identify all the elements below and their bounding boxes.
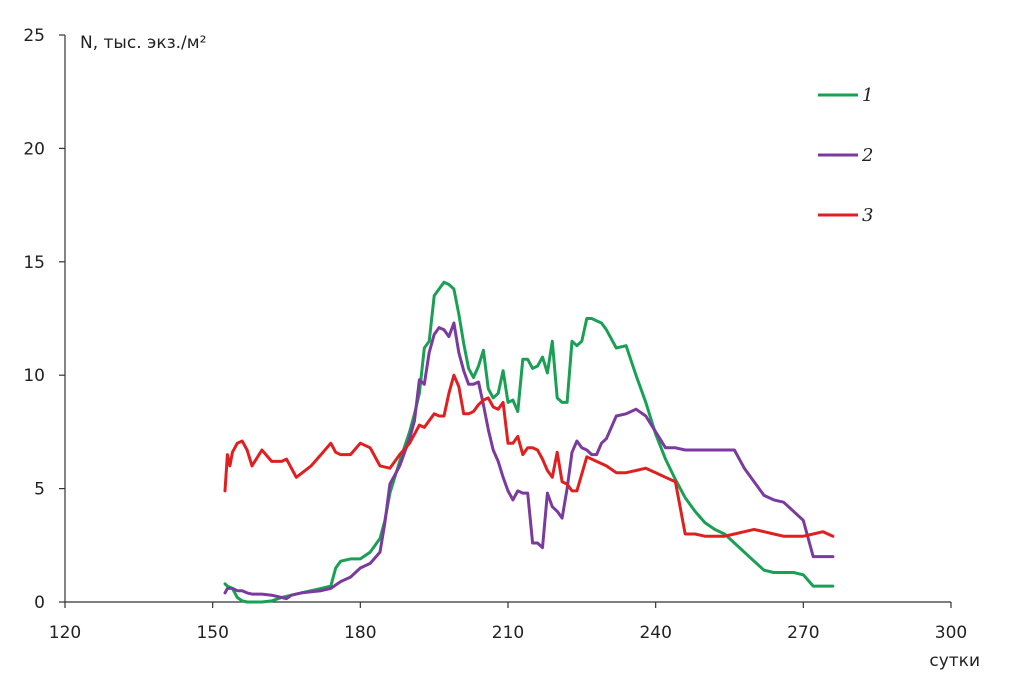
x-tick-label: 120 (49, 623, 81, 643)
x-axis-title: сутки (929, 651, 980, 671)
y-tick-label: 20 (23, 139, 45, 159)
x-tick-label: 300 (935, 623, 967, 643)
x-tick-label: 240 (639, 623, 671, 643)
y-tick-label: 25 (23, 26, 45, 46)
series-2-line (223, 321, 835, 601)
legend: 1 2 3 (818, 85, 873, 226)
y-tick-label: 10 (23, 366, 45, 386)
legend-label-2: 2 (861, 145, 873, 166)
series-layer (223, 280, 835, 604)
series-1-line (223, 280, 835, 604)
x-tick-label: 150 (196, 623, 228, 643)
x-tick-label: 270 (787, 623, 819, 643)
x-tick-label: 210 (492, 623, 524, 643)
y-tick-label: 15 (23, 253, 45, 273)
series-3-line (223, 373, 835, 538)
legend-label-1: 1 (862, 85, 873, 106)
axes: 0 5 10 15 20 25 120 150 180 210 240 270 300 (23, 26, 967, 643)
y-axis-title: N, тыс. экз./м² (80, 33, 206, 53)
legend-label-3: 3 (862, 205, 873, 226)
x-tick-label: 180 (344, 623, 376, 643)
y-tick-label: 5 (34, 480, 45, 500)
y-tick-label: 0 (34, 593, 45, 613)
